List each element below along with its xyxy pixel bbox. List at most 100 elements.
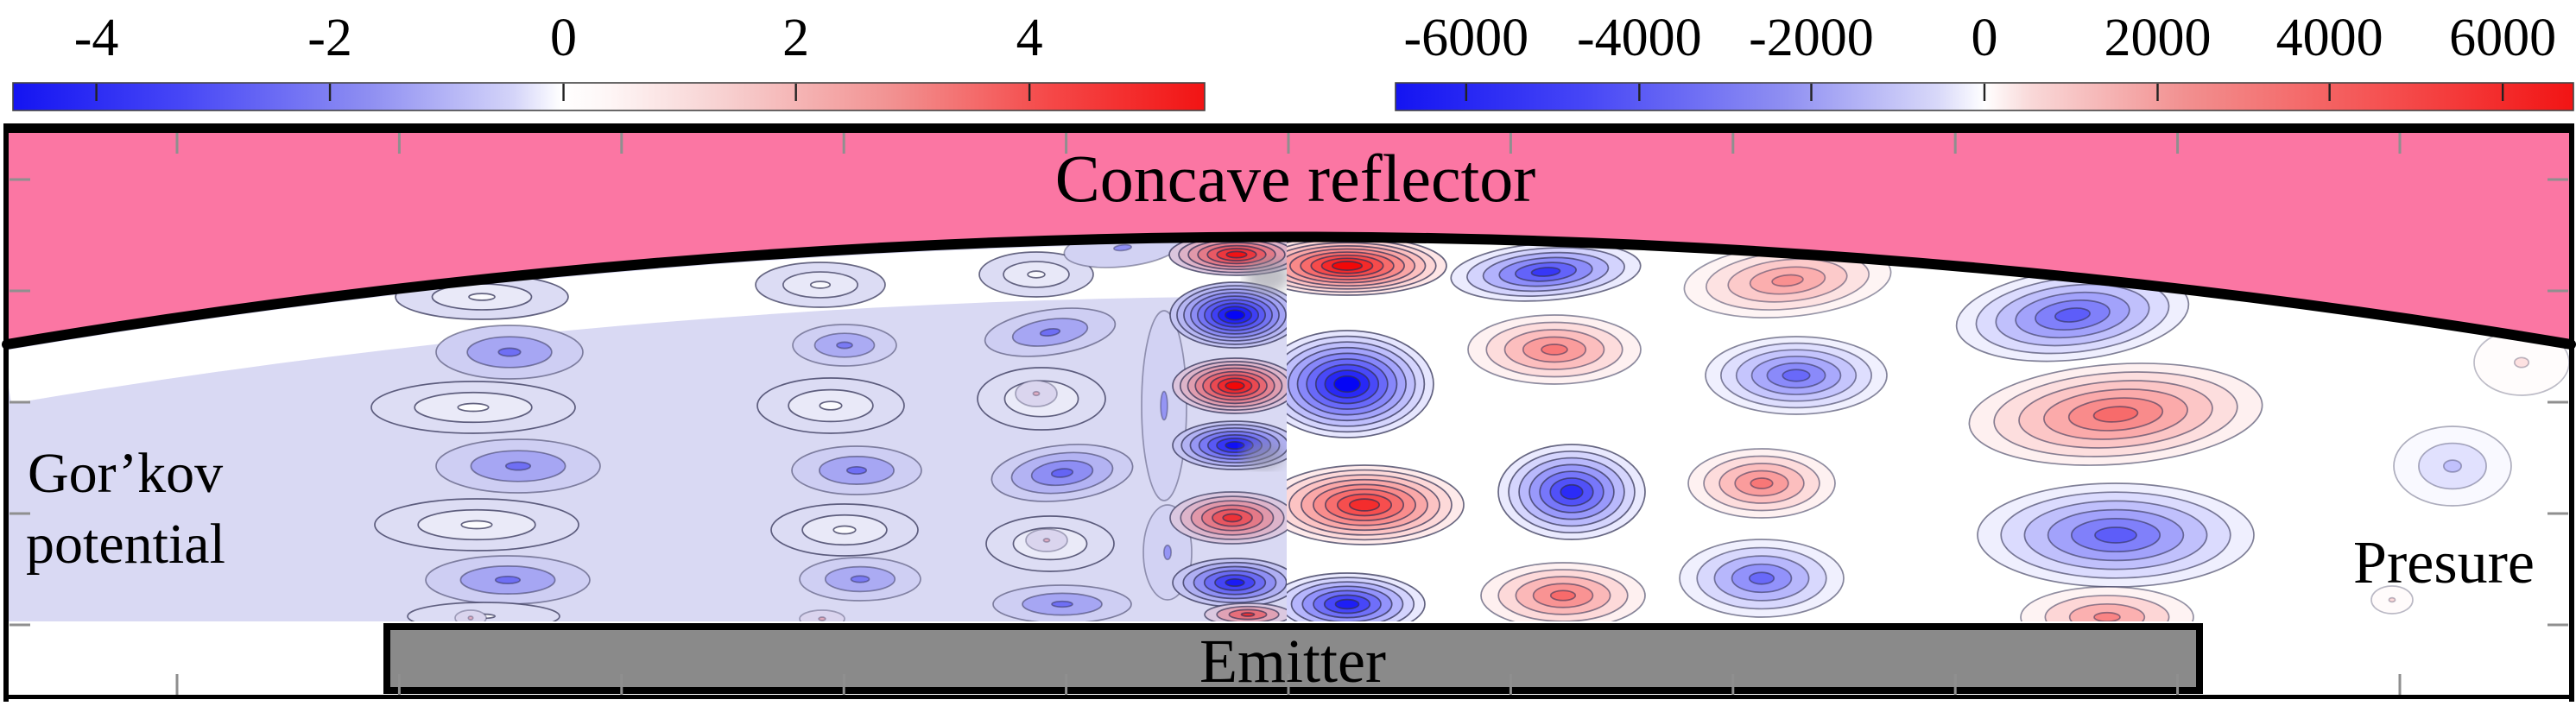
contour-blob-red: [454, 609, 487, 621]
axis-tick-top: [175, 133, 179, 154]
axis-tick-bottom: [1509, 674, 1512, 695]
contour-blob-red: [1169, 491, 1287, 545]
gorkov-label-line1: Gor’kov: [28, 442, 223, 505]
axis-tick-right: [2548, 512, 2568, 515]
concave-reflector-shape: [2, 129, 2576, 350]
contour-blob-white: [755, 262, 886, 308]
colorbar-tick-label: 2: [782, 9, 809, 67]
contour-blob-blue: [1955, 268, 2190, 362]
axis-tick-right: [2548, 289, 2568, 293]
contour-blob-red: [1683, 243, 1892, 318]
plot-box-axes: [3, 123, 2574, 702]
axis-tick-top: [1953, 133, 1957, 154]
contour-blob-blue: [791, 445, 922, 495]
colorbar-gorkov: [12, 82, 1206, 111]
contour-blob-red: [1287, 464, 1465, 545]
emitter-bar: [383, 623, 2203, 694]
contour-blob-blue: [1705, 336, 1888, 415]
contour-blob-white: [374, 498, 579, 552]
bottom-axis-ticks: [175, 674, 2402, 695]
contour-blob-blue: [1450, 242, 1642, 302]
colorbar-tick-label: -4000: [1577, 9, 1702, 67]
colorbar-tick: [2328, 84, 2331, 101]
colorbar-tick: [328, 84, 332, 101]
contour-blob-red: [1168, 233, 1287, 276]
contour-blob-red: [1204, 602, 1287, 621]
axis-tick-top: [1287, 133, 1290, 154]
axis-tick-bottom: [2398, 674, 2402, 695]
axis-tick-bottom: [1287, 674, 1290, 695]
colorbar-tick: [1810, 84, 1813, 101]
contour-blob-blue: [792, 324, 897, 367]
contour-blob-blue: [435, 438, 601, 494]
gorkov-label-line2: potential: [26, 513, 225, 576]
axis-tick-right: [2548, 623, 2568, 627]
contour-blob-red: [1015, 380, 1058, 407]
contour-blob-blue: [1287, 572, 1426, 621]
colorbar-tick: [1465, 84, 1468, 101]
contour-blob-blue: [984, 307, 1117, 357]
axis-tick-top: [2176, 133, 2180, 154]
colorbar-tick-label: 2000: [2104, 9, 2212, 67]
colorbar-tick-label: 4000: [2276, 9, 2383, 67]
colorbar-tick-label: -2000: [1749, 9, 1874, 67]
contour-blob-red: [1480, 562, 1646, 621]
colorbar-tick: [2501, 84, 2504, 101]
axis-tick-bottom: [842, 674, 845, 695]
axis-tick-right: [2548, 400, 2568, 404]
colorbar-tick-label: -2: [307, 9, 352, 67]
axis-tick-left: [9, 400, 30, 404]
axis-tick-left: [9, 512, 30, 515]
contour-blob-blue: [2393, 425, 2512, 507]
contour-blob-blue: [1977, 482, 2255, 588]
contour-blob-blue: [799, 557, 921, 602]
contour-blob-blue: [1169, 281, 1287, 349]
pressure-label: Presure: [2353, 530, 2535, 596]
pressure-field: [1287, 178, 2570, 621]
contour-blob-red: [799, 609, 845, 621]
axis-tick-top: [2398, 133, 2402, 154]
colorbar-tick-label: -6000: [1404, 9, 1529, 67]
contour-blob-white: [756, 377, 905, 434]
contour-blob-red: [1968, 362, 2263, 466]
colorbar-tick-label: 0: [1972, 9, 1998, 67]
axis-tick-top: [1509, 133, 1512, 154]
contour-blob-red: [1287, 236, 1447, 296]
contour-blob-red: [1172, 357, 1287, 414]
contour-blob-blue: [991, 444, 1134, 502]
axis-tick-left: [9, 623, 30, 627]
emitter-label: Emitter: [1199, 627, 1386, 696]
contour-blob-red: [1687, 448, 1836, 519]
axis-tick-top: [1065, 133, 1068, 154]
colorbar-tick-label: 0: [550, 9, 577, 67]
contour-blob-red: [1025, 528, 1068, 552]
contour-blob-blue: [1172, 558, 1287, 608]
axis-tick-bottom: [1953, 674, 1957, 695]
colorbar-tick-label: -4: [74, 9, 119, 67]
contour-blob-blue: [425, 555, 591, 605]
contour-blob-red: [1467, 314, 1642, 385]
emitter-rect: [383, 623, 2203, 694]
colorbars: -4 -2 0 2 4 -6000 -4000 -2000 0 2000 4000 6000: [12, 9, 2574, 111]
axis-tick-left: [9, 289, 30, 293]
axis-tick-top: [620, 133, 623, 154]
contour-blob-blue: [1497, 444, 1646, 540]
reflector-label: Concave reflector: [1055, 141, 1536, 216]
colorbar-tick: [794, 84, 797, 101]
colorbar-tick-label: 4: [1016, 9, 1043, 67]
contour-blob-blue: [1141, 310, 1187, 501]
axis-tick-top: [842, 133, 845, 154]
colorbar-tick: [562, 84, 565, 101]
axis-tick-bottom: [1065, 674, 1068, 695]
contour-blob-white: [370, 381, 576, 434]
colorbar-tick: [1983, 84, 1986, 101]
contour-blob-white: [770, 503, 919, 557]
interface-smear: [1242, 441, 1283, 469]
colorbar-tick: [1638, 84, 1641, 101]
colorbar-tick: [95, 84, 98, 101]
reflector-curve-line: [2, 231, 2576, 350]
axis-tick-bottom: [397, 674, 401, 695]
axis-tick-bottom: [620, 674, 623, 695]
